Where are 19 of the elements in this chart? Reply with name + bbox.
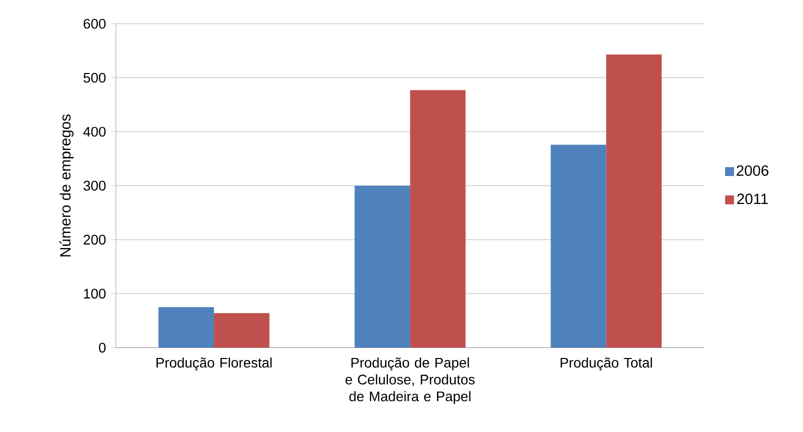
legend-label: 2006 [736,165,768,176]
y-tick-label: 100 [84,288,106,299]
x-tick-label: Produção Total [560,358,652,370]
bar [354,186,410,348]
bar [158,307,214,348]
y-tick-label: 200 [84,234,106,245]
y-axis-title: Número de empregos [60,114,74,256]
y-tick-label: 400 [83,126,106,137]
bar [410,90,466,348]
y-tick-label: 500 [84,72,106,83]
legend-label: 2011 [737,194,768,204]
y-tick-label: 300 [84,180,106,191]
x-tick-label: Produção de Papel e Celulose, Produtos de Madeira e Papel [346,358,475,404]
bar [606,54,662,348]
y-tick-label: 0 [98,342,106,353]
bar [214,313,270,348]
y-tick-label: 600 [84,18,106,29]
bar [550,144,606,348]
x-tick-label: Produção Florestal [156,358,272,370]
